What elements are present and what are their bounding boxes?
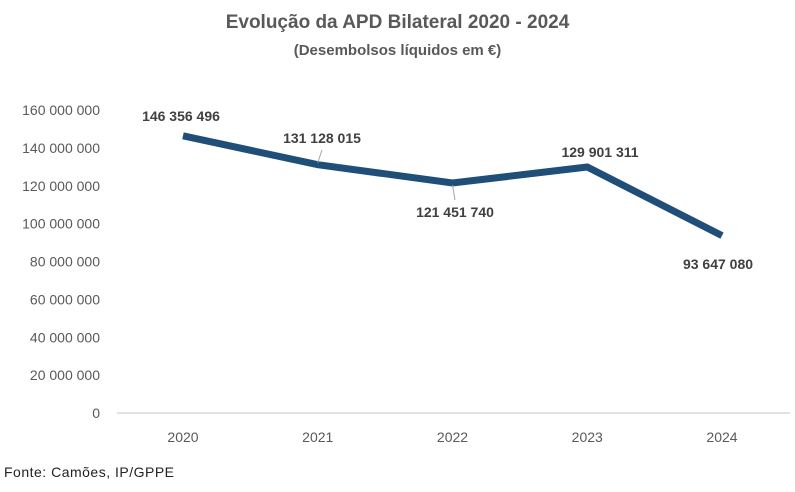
- x-tick-label: 2022: [437, 429, 468, 445]
- x-tick-label: 2021: [302, 429, 333, 445]
- chart-subtitle: (Desembolsos líquidos em €): [293, 42, 502, 59]
- x-tick-label: 2024: [706, 429, 737, 445]
- x-tick-label: 2023: [572, 429, 603, 445]
- data-label: 129 901 311: [561, 144, 638, 160]
- y-tick-label: 100 000 000: [22, 216, 100, 232]
- y-tick-label: 160 000 000: [22, 102, 100, 118]
- data-label: 121 451 740: [416, 204, 494, 220]
- y-tick-label: 40 000 000: [30, 329, 100, 345]
- x-tick-label: 2020: [167, 429, 198, 445]
- y-tick-label: 120 000 000: [22, 178, 100, 194]
- data-label: 131 128 015: [283, 130, 361, 146]
- leader-line: [317, 149, 323, 163]
- y-tick-label: 80 000 000: [30, 254, 100, 270]
- chart-title: Evolução da APD Bilateral 2020 - 2024: [225, 12, 570, 33]
- source-note: Fonte: Camões, IP/GPPE: [4, 464, 175, 480]
- y-tick-label: 60 000 000: [30, 291, 100, 307]
- y-tick-label: 0: [92, 405, 100, 421]
- y-tick-label: 140 000 000: [22, 140, 100, 156]
- data-label: 93 647 080: [683, 256, 753, 272]
- data-label: 146 356 496: [142, 108, 220, 124]
- y-tick-label: 20 000 000: [30, 367, 100, 383]
- leader-line: [452, 184, 456, 201]
